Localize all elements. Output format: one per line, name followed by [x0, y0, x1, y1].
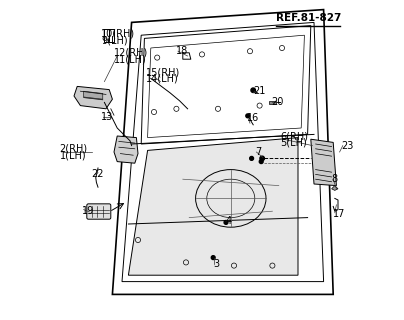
Text: 20: 20	[271, 97, 283, 108]
Text: 16: 16	[247, 113, 259, 124]
Text: REF.81-827: REF.81-827	[276, 12, 341, 23]
Polygon shape	[114, 136, 138, 163]
Text: 9(LH): 9(LH)	[101, 35, 128, 45]
Text: 11(LH): 11(LH)	[114, 54, 147, 64]
Circle shape	[259, 160, 263, 164]
Polygon shape	[128, 138, 298, 275]
Circle shape	[224, 220, 228, 224]
Text: 4: 4	[226, 216, 232, 226]
Text: 2(RH): 2(RH)	[60, 144, 88, 154]
Text: 6(RH): 6(RH)	[280, 131, 308, 141]
Text: 1(LH): 1(LH)	[60, 150, 86, 160]
Text: 3: 3	[213, 259, 219, 269]
Text: 12(RH): 12(RH)	[114, 48, 148, 58]
Circle shape	[246, 114, 250, 118]
Text: 5(LH): 5(LH)	[280, 137, 307, 148]
Text: 13: 13	[101, 112, 114, 122]
Circle shape	[211, 256, 215, 260]
Circle shape	[251, 88, 255, 92]
Text: 19: 19	[82, 206, 94, 216]
Text: 18: 18	[177, 46, 189, 56]
Polygon shape	[311, 139, 337, 186]
Text: 7: 7	[255, 147, 261, 157]
Polygon shape	[269, 101, 276, 104]
Text: 14(LH): 14(LH)	[146, 73, 179, 84]
Polygon shape	[74, 86, 112, 109]
Text: 10(RH): 10(RH)	[101, 28, 135, 39]
Text: 17: 17	[333, 209, 345, 220]
Polygon shape	[332, 186, 338, 190]
Polygon shape	[84, 91, 103, 99]
FancyBboxPatch shape	[87, 204, 111, 219]
Text: 8: 8	[332, 174, 338, 184]
Text: 22: 22	[92, 169, 104, 180]
Circle shape	[260, 156, 264, 161]
Text: 23: 23	[341, 140, 354, 151]
Text: 15(RH): 15(RH)	[146, 67, 180, 77]
Text: 21: 21	[253, 86, 265, 96]
Circle shape	[250, 156, 254, 160]
